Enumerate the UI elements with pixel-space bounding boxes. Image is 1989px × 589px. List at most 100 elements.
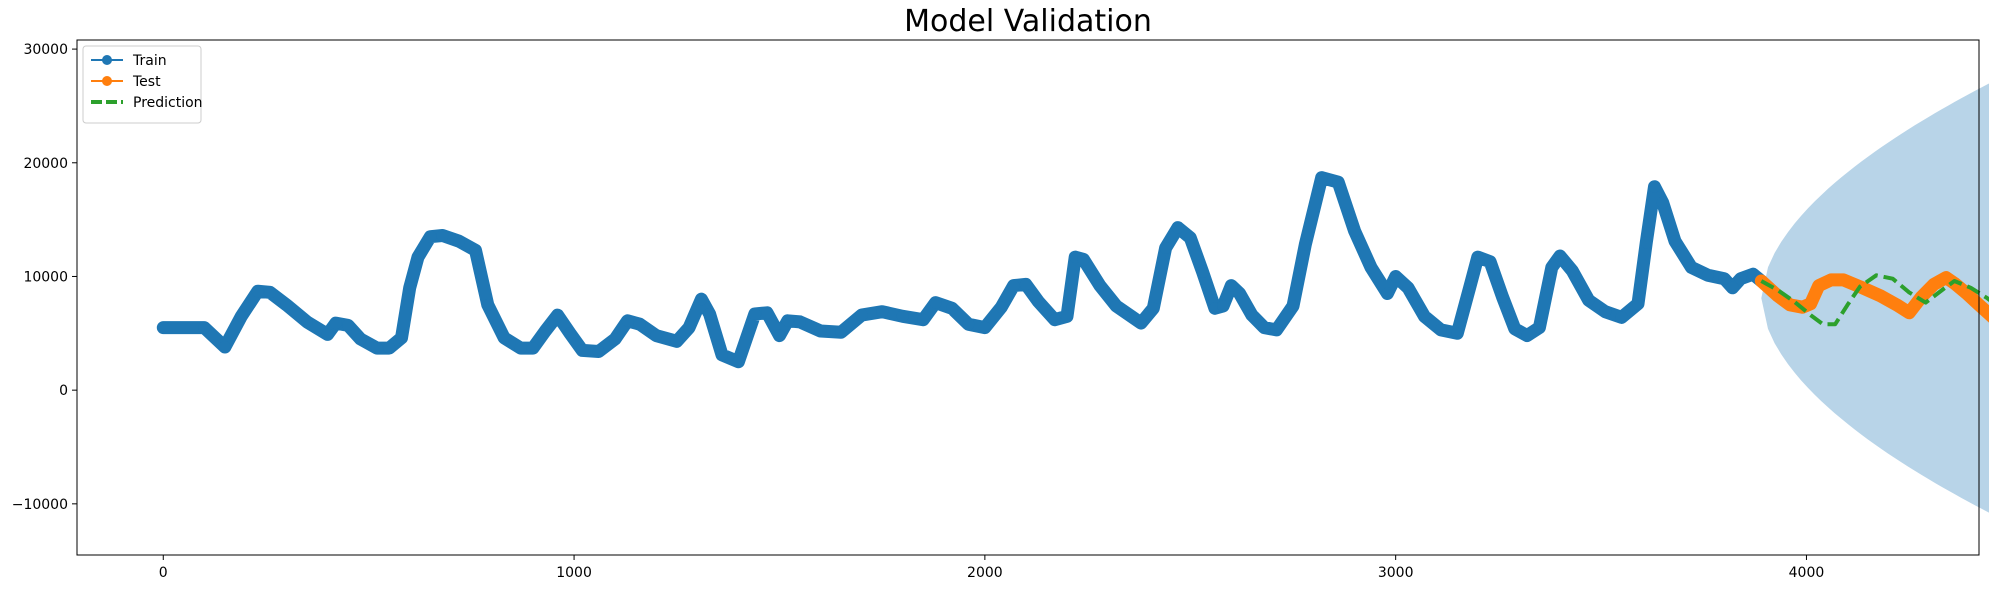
data-point-train [218,341,231,353]
legend-label-prediction: Prediction [133,95,203,111]
data-point-train [264,286,277,299]
data-point-train [896,310,909,323]
data-point-train [1258,321,1271,334]
data-point-train [1093,279,1106,292]
data-point-train [1484,255,1497,268]
legend-item-train: Train [91,53,167,69]
x-tick-label: 1000 [556,565,592,581]
data-point-train [235,310,248,323]
data-point-train [773,329,786,342]
data-point-train [1159,242,1172,254]
data-point-train [962,318,975,331]
data-point-train [703,308,716,320]
data-point-train [650,329,663,342]
data-point-train [1554,250,1566,262]
x-tick-label: 0 [159,565,168,581]
data-point-train [1418,310,1431,323]
data-point-train [1381,287,1394,300]
data-point-train [403,281,416,294]
data-point-train [1032,295,1045,308]
data-point-train [716,348,728,361]
legend-label-train: Train [132,53,167,69]
data-point-train [412,251,424,264]
data-point-train [995,301,1008,314]
legend-marker-test [102,76,112,86]
data-point-train [453,235,465,248]
axes-layer: 0 1000 2000 3000 4000 −10000 0 10000 20000 30000 [12,42,1825,581]
data-point-train [1077,253,1090,266]
data-point-train [1147,302,1160,315]
data-point-train [321,328,334,341]
y-tick-label: 10000 [23,269,68,285]
data-point-train [695,293,708,306]
data-point-train [280,298,293,311]
series-train [156,171,1768,369]
data-point-test [1804,297,1817,310]
data-point-test [1960,287,1973,300]
data-point-train [436,229,449,242]
legend-item-test: Test [91,74,161,90]
data-point-train [469,244,482,257]
data-point-train [1389,270,1402,283]
data-point-train [1599,305,1612,318]
data-point-train [1233,287,1246,300]
y-tick-label: 30000 [23,42,68,58]
data-point-train [1332,176,1345,189]
data-point-train [781,314,794,327]
data-point-train [1545,261,1558,274]
data-point-train [157,321,170,334]
data-point-train [794,315,806,328]
data-point-train [514,342,527,355]
data-point-train [481,298,494,311]
series-prediction [1760,273,1989,327]
data-point-train [1463,281,1476,294]
data-point-train [576,344,589,357]
data-point-train [1217,300,1230,312]
data-point-train [814,325,827,337]
data-point-train [876,305,889,318]
data-point-train [370,342,383,355]
data-point-train [633,318,646,331]
data-point-train [592,345,605,358]
data-point-train [621,314,634,327]
data-point-train [1656,196,1669,209]
data-point-train [383,342,396,355]
data-point-train [1225,279,1238,292]
data-point-train [1640,236,1653,249]
data-point-train [424,230,437,243]
data-point-test [1825,273,1838,286]
data-point-train [354,333,367,345]
legend: Train Test Prediction [82,45,203,124]
data-point-train [1734,272,1747,285]
data-point-test [1927,278,1940,291]
data-point-train [946,302,958,315]
legend-label-test: Test [132,74,161,90]
data-point-train [301,315,313,328]
data-point-train [732,355,745,368]
data-point-train [1348,225,1361,237]
data-point-train [1007,279,1020,292]
y-tick-label: 20000 [23,156,68,172]
data-point-test [1812,279,1825,292]
data-point-train [1615,311,1628,324]
data-point-train [1685,261,1698,274]
x-tick-label: 3000 [1378,565,1414,581]
data-point-train [929,296,942,309]
data-point-train [395,331,408,344]
data-point-train [1110,300,1123,312]
data-point-train [855,309,868,322]
data-point-train [551,309,564,322]
chart-title: Model Validation [904,4,1152,39]
data-point-test [1890,298,1903,311]
data-point-train [1451,327,1464,340]
data-point-train [748,308,761,320]
y-tick-label: 0 [59,383,68,399]
data-point-train [1287,300,1299,312]
data-point-train [1582,294,1595,307]
data-point-test [1837,273,1850,286]
data-point-train [1315,171,1328,184]
data-point-train [1648,180,1661,193]
data-point-train [1365,261,1377,274]
